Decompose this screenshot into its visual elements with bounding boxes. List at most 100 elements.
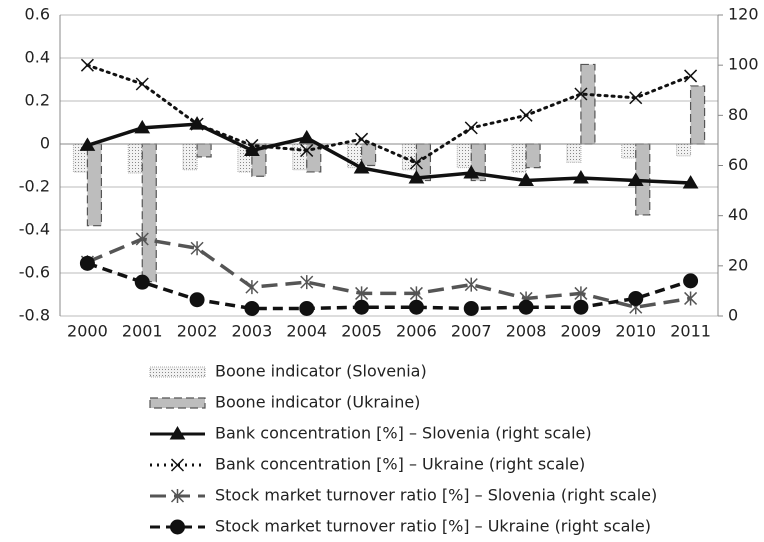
y-tick-label: -0.6 bbox=[19, 263, 50, 282]
y-tick-label: 0.4 bbox=[25, 48, 50, 67]
line-marker bbox=[464, 277, 478, 292]
legend-swatch bbox=[149, 397, 206, 409]
line-marker bbox=[79, 255, 95, 271]
line-marker bbox=[519, 108, 533, 122]
line-marker bbox=[408, 170, 425, 184]
x-tick-label: 2001 bbox=[122, 322, 163, 341]
line-marker bbox=[190, 241, 204, 256]
legend-marker bbox=[170, 489, 185, 503]
x-tick-label: 2004 bbox=[286, 322, 327, 341]
y-tick-label: -0.8 bbox=[19, 306, 50, 325]
line-marker bbox=[574, 286, 588, 301]
legend-marker bbox=[170, 458, 185, 472]
x-tick-label: 2011 bbox=[670, 322, 711, 341]
line-marker bbox=[409, 286, 423, 301]
y2-tick-label: 40 bbox=[728, 205, 748, 224]
line-marker bbox=[628, 290, 644, 306]
legend-label: Stock market turnover ratio [%] – Sloven… bbox=[215, 486, 657, 505]
line-marker bbox=[518, 172, 534, 187]
legend-swatch bbox=[149, 366, 206, 378]
line-marker bbox=[134, 119, 151, 134]
line-marker bbox=[355, 132, 369, 146]
line-marker bbox=[244, 300, 260, 316]
line-marker bbox=[189, 292, 205, 308]
y-tick-label: 0 bbox=[40, 134, 50, 153]
line-marker bbox=[573, 299, 589, 315]
line-marker bbox=[684, 291, 698, 306]
line bbox=[86, 122, 691, 185]
legend-label: Stock market turnover ratio [%] – Ukrain… bbox=[215, 517, 651, 536]
bar bbox=[127, 143, 143, 174]
y-tick-label: 0.6 bbox=[25, 5, 50, 24]
bar bbox=[525, 143, 541, 169]
line-marker bbox=[629, 91, 643, 105]
line-marker bbox=[518, 299, 534, 315]
y-tick-label: -0.4 bbox=[19, 220, 50, 239]
line-marker bbox=[574, 87, 588, 101]
x-tick-label: 2003 bbox=[232, 322, 273, 341]
bar bbox=[689, 85, 706, 145]
line-marker bbox=[190, 117, 204, 131]
bar bbox=[141, 143, 157, 283]
bar bbox=[511, 143, 527, 173]
bar bbox=[566, 143, 582, 163]
line-marker bbox=[573, 170, 589, 184]
y-tick-label: 0.2 bbox=[25, 91, 50, 110]
x-tick-label: 2002 bbox=[177, 322, 218, 341]
line-marker bbox=[409, 156, 423, 170]
y2-tick-label: 120 bbox=[728, 5, 759, 24]
x-tick-label: 2005 bbox=[341, 322, 382, 341]
line bbox=[86, 237, 691, 310]
y2-tick-label: 0 bbox=[728, 306, 738, 325]
bar bbox=[621, 143, 637, 159]
line-marker bbox=[80, 58, 94, 72]
line-marker bbox=[354, 299, 370, 315]
line-marker bbox=[135, 77, 149, 91]
x-tick-label: 2010 bbox=[615, 322, 656, 341]
y2-tick-label: 80 bbox=[728, 105, 748, 124]
bar bbox=[86, 143, 103, 227]
line-marker bbox=[683, 273, 699, 289]
line bbox=[86, 261, 692, 311]
line-marker bbox=[353, 160, 370, 174]
line-marker bbox=[300, 143, 314, 157]
line-marker bbox=[355, 286, 369, 301]
x-tick-label: 2006 bbox=[396, 322, 437, 341]
x-tick-label: 2008 bbox=[506, 322, 547, 341]
line-marker bbox=[627, 172, 644, 187]
line-marker bbox=[463, 165, 480, 179]
y2-tick-label: 60 bbox=[728, 155, 748, 174]
bar bbox=[360, 143, 377, 167]
line-marker bbox=[300, 275, 314, 290]
bar bbox=[456, 143, 472, 169]
line-marker bbox=[464, 121, 478, 135]
y-tick-label: -0.2 bbox=[19, 177, 50, 196]
line bbox=[85, 63, 693, 165]
x-tick-label: 2000 bbox=[67, 322, 108, 341]
line-marker bbox=[135, 231, 149, 246]
line-marker bbox=[134, 274, 150, 290]
bar bbox=[182, 143, 198, 171]
legend-marker bbox=[169, 426, 186, 440]
line-marker bbox=[682, 175, 699, 189]
legend-marker bbox=[170, 519, 185, 535]
legend-label: Boone indicator (Slovenia) bbox=[215, 362, 427, 381]
line-marker bbox=[245, 138, 259, 152]
line-marker bbox=[245, 280, 259, 295]
line-marker bbox=[463, 300, 479, 316]
line-marker bbox=[298, 129, 315, 144]
legend-label: Bank concentration [%] – Slovenia (right… bbox=[215, 424, 592, 443]
line-marker bbox=[408, 299, 424, 315]
legend-label: Bank concentration [%] – Ukraine (right … bbox=[215, 455, 585, 474]
bar bbox=[580, 63, 596, 145]
line-marker bbox=[684, 69, 698, 83]
line-marker bbox=[79, 137, 96, 151]
x-tick-label: 2009 bbox=[561, 322, 602, 341]
bar bbox=[676, 143, 692, 157]
y2-tick-label: 20 bbox=[728, 255, 748, 274]
x-tick-label: 2007 bbox=[451, 322, 492, 341]
line-marker bbox=[299, 300, 315, 316]
bar bbox=[196, 143, 212, 158]
y2-tick-label: 100 bbox=[728, 55, 759, 74]
